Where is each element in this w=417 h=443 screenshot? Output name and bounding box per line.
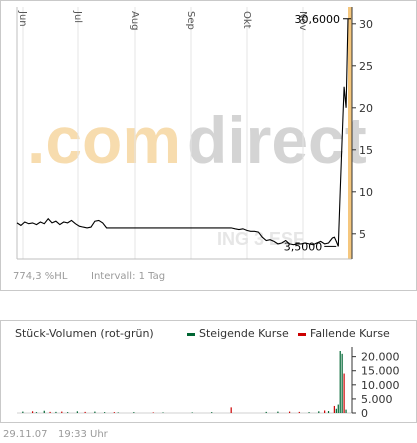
volume-bar: [308, 412, 310, 413]
volume-bar: [133, 412, 135, 413]
stats-label: 774,3 %HL: [13, 271, 68, 282]
max-value-label: 30,6000: [295, 13, 341, 26]
legend-falling-swatch: [298, 332, 306, 336]
month-label: Aug: [129, 11, 140, 31]
volume-bar: [113, 412, 115, 413]
price-chart: .com direct ING 3 ESF Jun Jul Aug Sep Okt Nov…: [16, 7, 373, 260]
volume-bar: [94, 411, 96, 413]
volume-bar: [324, 410, 326, 413]
volume-bar: [84, 411, 86, 413]
price-ytick-label: 25: [359, 60, 373, 73]
month-label: Okt: [241, 11, 252, 29]
volume-bar: [76, 411, 78, 413]
volume-bar: [345, 409, 347, 413]
volume-bar: [35, 412, 38, 413]
volume-bar: [49, 411, 51, 413]
legend-falling: Fallende Kurse: [298, 327, 390, 340]
volume-bar: [55, 411, 57, 413]
price-ytick-label: 15: [359, 144, 373, 157]
legend-falling-label: Fallende Kurse: [310, 327, 390, 340]
price-ytick-label: 20: [359, 102, 373, 115]
volume-bar: [104, 412, 106, 413]
volume-bar: [337, 404, 339, 413]
volume-bar: [343, 373, 345, 413]
volume-bar: [288, 411, 291, 413]
volume-ytick-label: 5.000: [361, 393, 393, 406]
volume-bar: [61, 411, 63, 413]
legend-rising-swatch: [187, 332, 195, 336]
volume-bar: [67, 412, 69, 413]
volume-bar: [31, 411, 34, 413]
month-label: Sep: [185, 11, 196, 30]
latest-period-band: [348, 7, 352, 259]
volume-title: Stück-Volumen (rot-grün): [15, 327, 154, 340]
legend-rising-label: Steigende Kurse: [199, 327, 289, 340]
faint-instrument-label: ING 3 ESF: [217, 229, 304, 249]
volume-bar: [327, 411, 330, 413]
watermark-direct: direct: [187, 103, 367, 177]
volume-bar: [265, 411, 267, 413]
month-label: Jun: [17, 10, 28, 27]
volume-bar: [43, 410, 45, 413]
volume-chart-panel: Stück-Volumen (rot-grün) Steigende Kurse…: [0, 320, 417, 423]
price-ytick-label: 10: [359, 186, 373, 199]
volume-ytick-label: 20.000: [361, 351, 400, 364]
legend-rising: Steigende Kurse: [187, 327, 289, 340]
month-label: Nov: [297, 11, 308, 31]
extreme-markers: 30,6000 3,5000: [284, 13, 351, 253]
price-gridlines: [22, 7, 304, 259]
volume-ytick-label: 15.000: [361, 365, 400, 378]
volume-bar: [335, 408, 337, 413]
volume-bar: [318, 411, 320, 413]
volume-bar: [191, 412, 193, 413]
interval-label: Intervall: 1 Tag: [91, 271, 166, 282]
watermark-dotcom: .com: [27, 103, 181, 177]
volume-bars: [22, 351, 347, 413]
volume-bar: [277, 411, 279, 413]
price-y-axis: 5 10 15 20 25 30: [352, 18, 373, 241]
volume-bar: [341, 353, 343, 413]
volume-bar: [298, 411, 300, 413]
volume-bar: [211, 412, 213, 413]
volume-bar: [117, 412, 119, 413]
volume-bar: [22, 411, 24, 413]
volume-bar: [339, 351, 341, 413]
volume-bar: [162, 412, 164, 413]
volume-bar: [333, 405, 335, 413]
volume-bar: [152, 412, 154, 413]
month-label: Jul: [72, 10, 83, 23]
price-series-line: [16, 18, 349, 247]
timestamp-date: 29.11.07: [3, 429, 48, 440]
price-ytick-label: 30: [359, 18, 373, 31]
x-axis-month-labels: Jun Jul Aug Sep Okt Nov: [17, 10, 308, 31]
price-chart-panel: .com direct ING 3 ESF Jun Jul Aug Sep Okt Nov…: [0, 0, 417, 291]
min-value-label: 3,5000: [284, 240, 323, 253]
price-ytick-label: 5: [359, 228, 366, 241]
volume-ytick-label: 0: [361, 407, 368, 420]
timestamp-time: 19:33 Uhr: [58, 429, 108, 440]
volume-ytick-label: 10.000: [361, 379, 400, 392]
volume-bar: [230, 407, 232, 413]
